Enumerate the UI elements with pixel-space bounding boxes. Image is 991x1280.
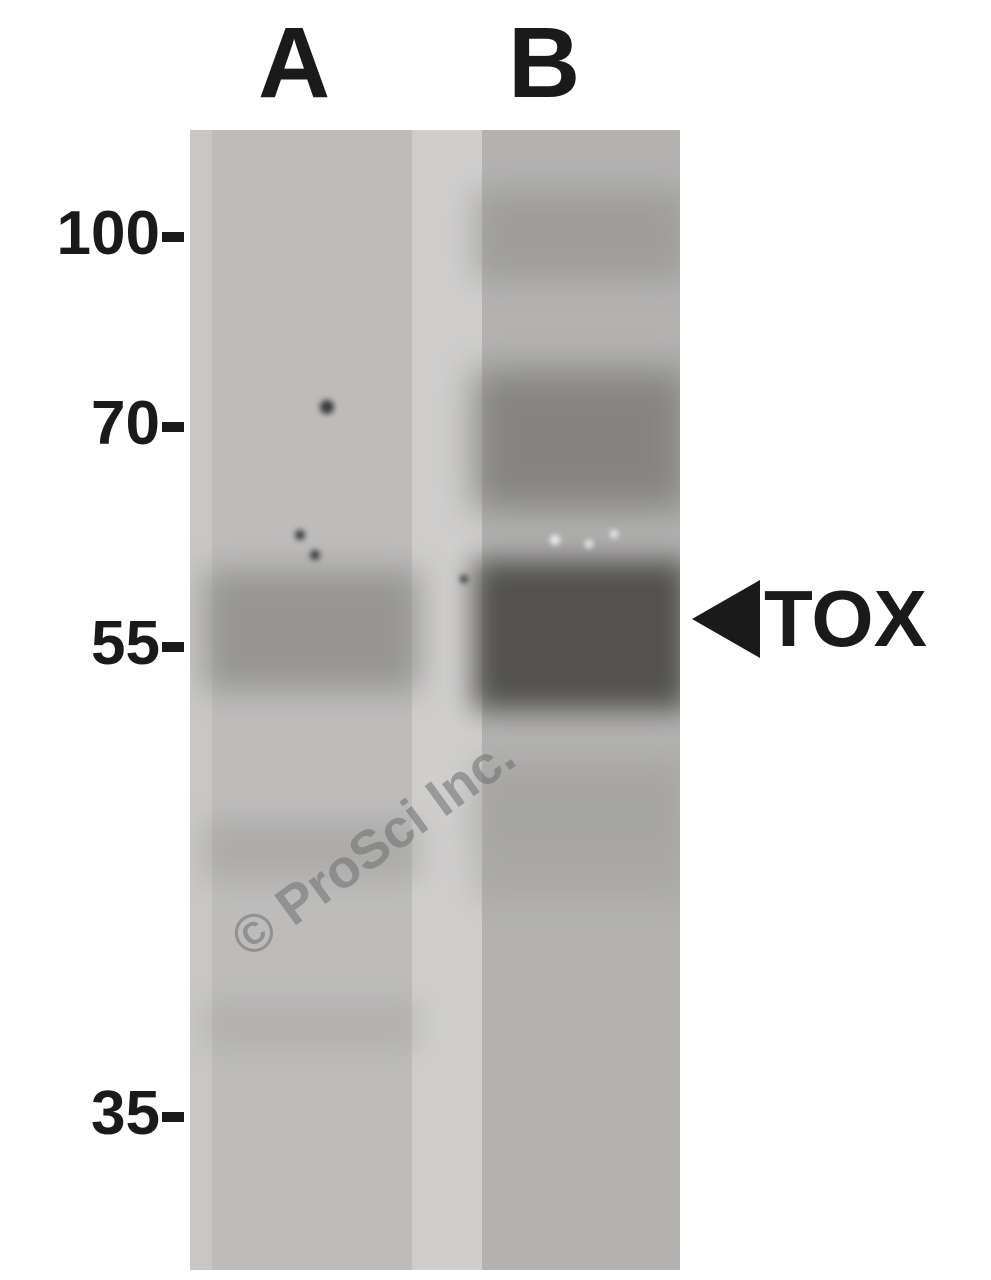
band-b-5 bbox=[474, 560, 680, 710]
spot-5 bbox=[585, 540, 593, 548]
spot-6 bbox=[610, 530, 618, 538]
marker-55: 55 bbox=[91, 608, 160, 679]
band-b-3 bbox=[474, 190, 680, 280]
band-b-7 bbox=[474, 830, 680, 900]
marker-35-tick bbox=[162, 1112, 184, 1122]
spot-0 bbox=[320, 400, 334, 414]
spot-1 bbox=[295, 530, 305, 540]
lane-label-a: A bbox=[258, 6, 330, 121]
spot-4 bbox=[550, 535, 560, 545]
figure-container: A B 100 70 55 35 TOX © ProSci Inc. bbox=[0, 0, 991, 1280]
marker-35: 35 bbox=[91, 1078, 160, 1149]
marker-100-tick bbox=[162, 232, 184, 242]
arrow-left-icon bbox=[692, 580, 760, 658]
lane-gap-bg bbox=[412, 130, 482, 1270]
band-a-2 bbox=[204, 1000, 420, 1050]
spot-3 bbox=[460, 575, 468, 583]
lane-a-bg bbox=[212, 130, 412, 1270]
marker-70: 70 bbox=[91, 388, 160, 459]
band-label-tox: TOX bbox=[764, 573, 927, 665]
marker-100: 100 bbox=[57, 198, 160, 269]
marker-55-tick bbox=[162, 642, 184, 652]
band-pointer: TOX bbox=[692, 580, 927, 658]
marker-70-tick bbox=[162, 422, 184, 432]
band-a-0 bbox=[204, 570, 420, 690]
lane-label-b: B bbox=[508, 6, 580, 121]
band-b-4 bbox=[474, 370, 680, 510]
spot-2 bbox=[310, 550, 320, 560]
blot-membrane bbox=[190, 130, 680, 1270]
